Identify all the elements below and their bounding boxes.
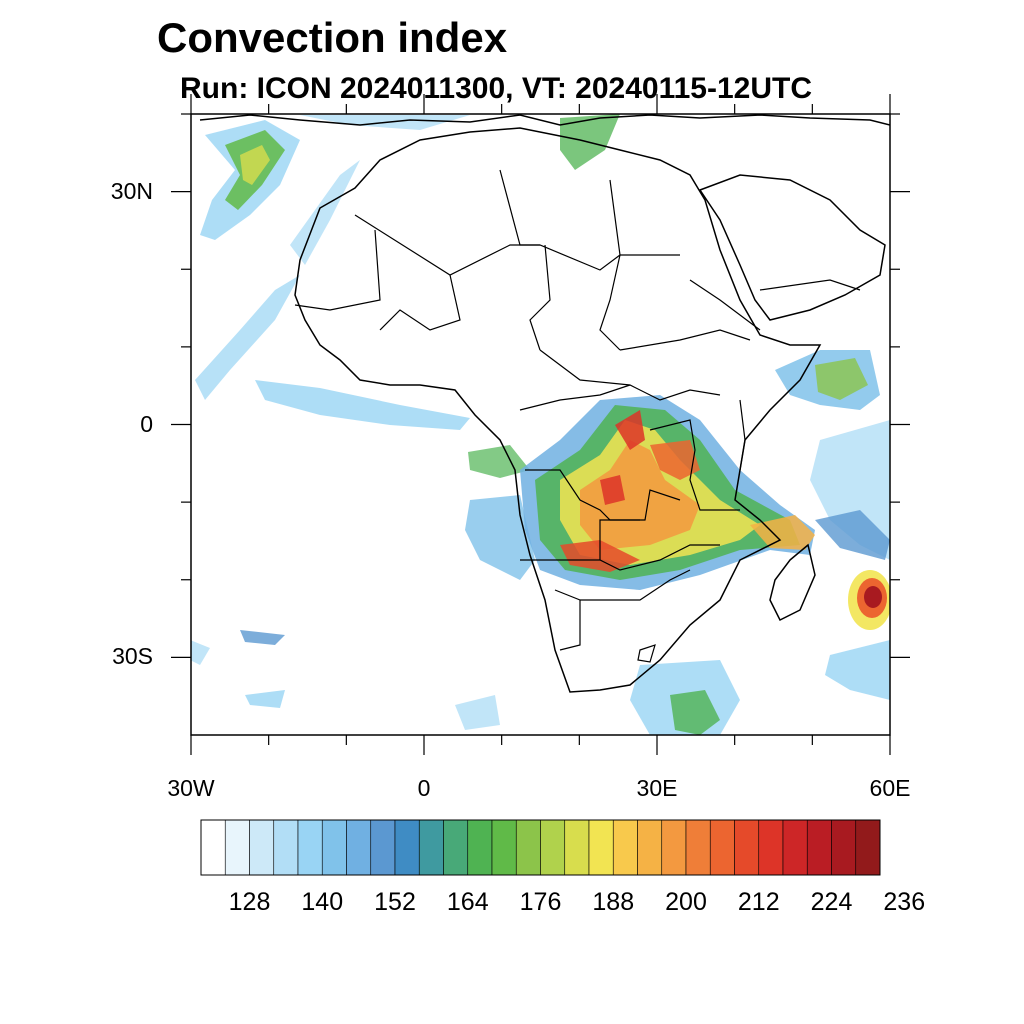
field-patch-indian-band — [815, 510, 890, 560]
colorbar-bin — [346, 819, 372, 876]
country-borders — [294, 169, 861, 663]
border-11 — [520, 544, 720, 571]
field-patch-horn-core — [815, 358, 868, 400]
colorbar-bin — [588, 819, 614, 876]
colorbar-label: 236 — [883, 888, 926, 916]
colorbar-label: 152 — [374, 888, 416, 916]
colorbar-bin — [491, 819, 517, 876]
colorbar-label: 224 — [810, 888, 853, 916]
field-patch-atlantic-band-2 — [195, 275, 300, 400]
colorbar-bin — [394, 819, 420, 876]
colorbar-bin — [782, 819, 808, 876]
field-patch-nw-center — [240, 145, 270, 185]
border-8 — [619, 329, 751, 351]
map-frame-bg — [191, 114, 890, 735]
colorbar-bin — [443, 819, 469, 876]
colorbar-bin — [249, 819, 275, 876]
colorbar-bin — [200, 819, 226, 876]
border-12 — [649, 419, 740, 511]
field-patch-central-red4 — [600, 475, 625, 505]
colorbar-bin — [273, 819, 299, 876]
colorbar-bin — [612, 819, 638, 876]
colorbar-bin — [540, 819, 566, 876]
colorbar-bin — [685, 819, 711, 876]
border-16 — [599, 519, 640, 560]
axis-ticks — [171, 94, 910, 755]
colorbar-label: 212 — [737, 888, 780, 916]
border-13 — [739, 399, 746, 471]
map-subtitle: Run: ICON 2024011300, VT: 20240115-12UTC — [180, 72, 813, 105]
colorbar-bin — [758, 819, 784, 876]
y-tick-label: 0 — [140, 410, 153, 437]
x-tick-label: 0 — [417, 775, 431, 801]
colorbar-bin — [709, 819, 735, 876]
colorbar-label: 188 — [592, 888, 635, 916]
europe-coastline — [199, 114, 890, 126]
colorbar-bin — [564, 819, 590, 876]
colorbar-bin — [831, 819, 857, 876]
border-5 — [529, 244, 551, 351]
x-tick-label: 30W — [167, 775, 215, 801]
field-patch-sw — [240, 630, 285, 645]
africa-coastline — [294, 127, 822, 693]
colorbar-bin — [467, 819, 493, 876]
border-9 — [519, 384, 631, 411]
border-4 — [599, 179, 621, 351]
border-18 — [689, 279, 761, 331]
colorbar-border — [200, 819, 881, 876]
colorbar-bin — [297, 819, 323, 876]
field-patch-sw2 — [245, 690, 285, 708]
border-14 — [554, 589, 581, 651]
y-tick-label: 30S — [112, 643, 153, 670]
field-patch-itcz — [255, 380, 470, 430]
field-patch-central-orange — [580, 440, 700, 550]
y-tick-label: 30N — [110, 177, 153, 204]
x-tick-label: 60E — [869, 775, 911, 801]
colorbar-bin — [515, 819, 541, 876]
x-tick-label: 30E — [636, 775, 678, 801]
field-patch-central-red2 — [650, 440, 700, 480]
field-patch-south-core — [670, 690, 720, 735]
border-10 — [525, 469, 681, 521]
field-patch-cyclone-core — [864, 586, 882, 608]
border-19 — [759, 279, 861, 291]
border-3 — [499, 169, 680, 271]
border-2 — [294, 229, 381, 311]
colorbar-label: 176 — [519, 888, 562, 916]
colorbar-label: 200 — [665, 888, 707, 916]
border-7 — [539, 349, 721, 401]
madagascar-outline — [769, 543, 816, 622]
colorbar-label: 140 — [301, 888, 344, 916]
colorbar-bin — [661, 819, 687, 876]
convection-field — [191, 114, 890, 735]
colorbar-label: 128 — [228, 888, 271, 916]
field-patch-s-mid — [455, 695, 500, 730]
colorbar-bin — [855, 819, 881, 876]
map-title: Convection index — [157, 14, 508, 61]
colorbar-label: 164 — [446, 888, 489, 916]
field-patch-central-red — [615, 410, 645, 450]
field-patch-tanzania-coast — [750, 515, 815, 550]
coastlines — [199, 114, 890, 693]
colorbar-bin — [637, 819, 663, 876]
colorbar-bin — [806, 819, 832, 876]
colorbar-bin — [224, 819, 250, 876]
border-6 — [379, 274, 461, 331]
field-patch-west-south — [191, 640, 210, 665]
field-patch-se-ocean — [825, 640, 890, 700]
colorbar-bin — [370, 819, 396, 876]
colorbar-bin — [734, 819, 760, 876]
field-patch-angola-coast — [465, 495, 535, 580]
colorbar-bin — [321, 819, 347, 876]
arabia-coastline — [698, 174, 886, 321]
border-17 — [637, 644, 656, 663]
colorbar — [200, 819, 881, 876]
colorbar-bin — [418, 819, 444, 876]
border-15 — [580, 569, 691, 601]
